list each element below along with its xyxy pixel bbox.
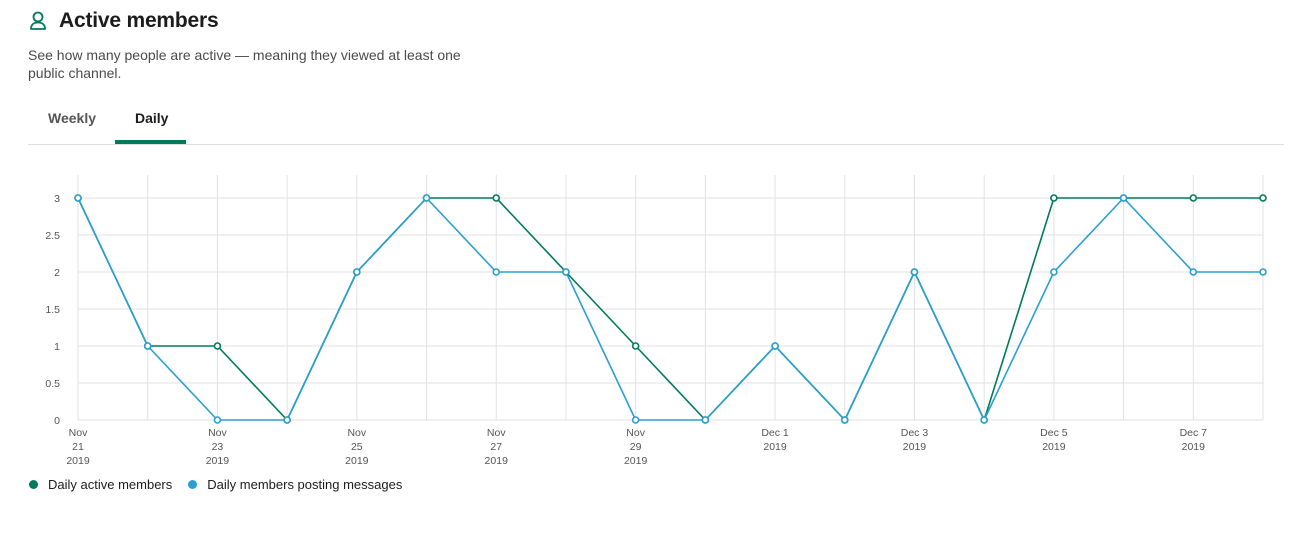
data-point-posting[interactable]: [422, 194, 431, 202]
y-tick-label: 0: [54, 415, 60, 427]
legend-item-active[interactable]: Daily active members: [29, 477, 172, 492]
chart-series: [74, 194, 1267, 424]
y-tick-label: 2: [54, 267, 60, 279]
x-tick-label: Dec 1 2019: [761, 427, 789, 453]
series-line-active: [77, 197, 1263, 421]
section-header: Active members: [29, 9, 219, 33]
data-point-active[interactable]: [631, 342, 640, 350]
legend-swatch-posting: [188, 480, 198, 489]
data-point-posting[interactable]: [1189, 268, 1198, 276]
section-description: See how many people are active — meaning…: [28, 47, 461, 81]
data-point-posting[interactable]: [74, 194, 82, 202]
data-point-active[interactable]: [1259, 194, 1267, 202]
legend-label-posting: Daily members posting messages: [207, 477, 403, 492]
data-point-active[interactable]: [1189, 194, 1198, 202]
x-tick-label: Nov 23 2019: [206, 427, 230, 467]
y-tick-label: 1.5: [45, 304, 60, 316]
page-title: Active members: [59, 9, 219, 32]
data-point-posting[interactable]: [980, 416, 988, 424]
tab-bar: Weekly Daily: [28, 100, 1284, 145]
tab-daily[interactable]: Daily: [135, 110, 169, 126]
x-tick-label: Nov 27 2019: [485, 427, 509, 467]
y-tick-label: 0.5: [45, 378, 60, 390]
data-point-posting[interactable]: [1259, 268, 1267, 276]
legend-swatch-active: [29, 480, 38, 489]
series-line-posting: [77, 197, 1263, 421]
legend-label-active: Daily active members: [48, 477, 173, 492]
x-tick-label: Nov 25 2019: [345, 427, 369, 467]
person-icon: [30, 11, 46, 30]
y-tick-label: 1: [54, 341, 60, 353]
data-point-posting[interactable]: [283, 416, 291, 424]
y-tick-label: 3: [54, 193, 60, 205]
data-point-posting[interactable]: [492, 268, 501, 276]
data-point-posting[interactable]: [631, 416, 640, 424]
chart-grid: [77, 175, 1264, 421]
x-tick-label: Nov 29 2019: [624, 427, 648, 467]
data-point-posting[interactable]: [143, 342, 152, 350]
data-point-posting[interactable]: [910, 268, 919, 276]
y-tick-label: 2.5: [45, 230, 60, 242]
legend-item-posting[interactable]: Daily members posting messages: [188, 477, 402, 492]
data-point-posting[interactable]: [353, 268, 361, 276]
data-point-posting[interactable]: [562, 268, 570, 276]
data-point-posting[interactable]: [771, 342, 779, 350]
x-tick-label: Nov 21 2019: [66, 427, 90, 467]
x-tick-label: Dec 7 2019: [1180, 427, 1208, 453]
tab-weekly[interactable]: Weekly: [48, 110, 96, 126]
x-tick-label: Dec 5 2019: [1040, 427, 1068, 453]
data-point-posting[interactable]: [1050, 268, 1058, 276]
data-point-posting[interactable]: [840, 416, 849, 424]
x-tick-label: Dec 3 2019: [901, 427, 929, 453]
data-point-active[interactable]: [213, 342, 222, 350]
chart-legend: Daily active members Daily members posti…: [29, 477, 418, 492]
chart-axes: 0 0.5 1 1.5 2 2.5 3 Nov 21 2019 Nov 23 2019 Nov 25 2019…: [45, 193, 1207, 467]
data-point-posting[interactable]: [701, 416, 710, 424]
data-point-active[interactable]: [492, 194, 501, 202]
data-point-active[interactable]: [1050, 194, 1058, 202]
data-point-posting[interactable]: [1119, 194, 1128, 202]
active-tab-indicator: [115, 140, 186, 144]
data-point-posting[interactable]: [213, 416, 222, 424]
